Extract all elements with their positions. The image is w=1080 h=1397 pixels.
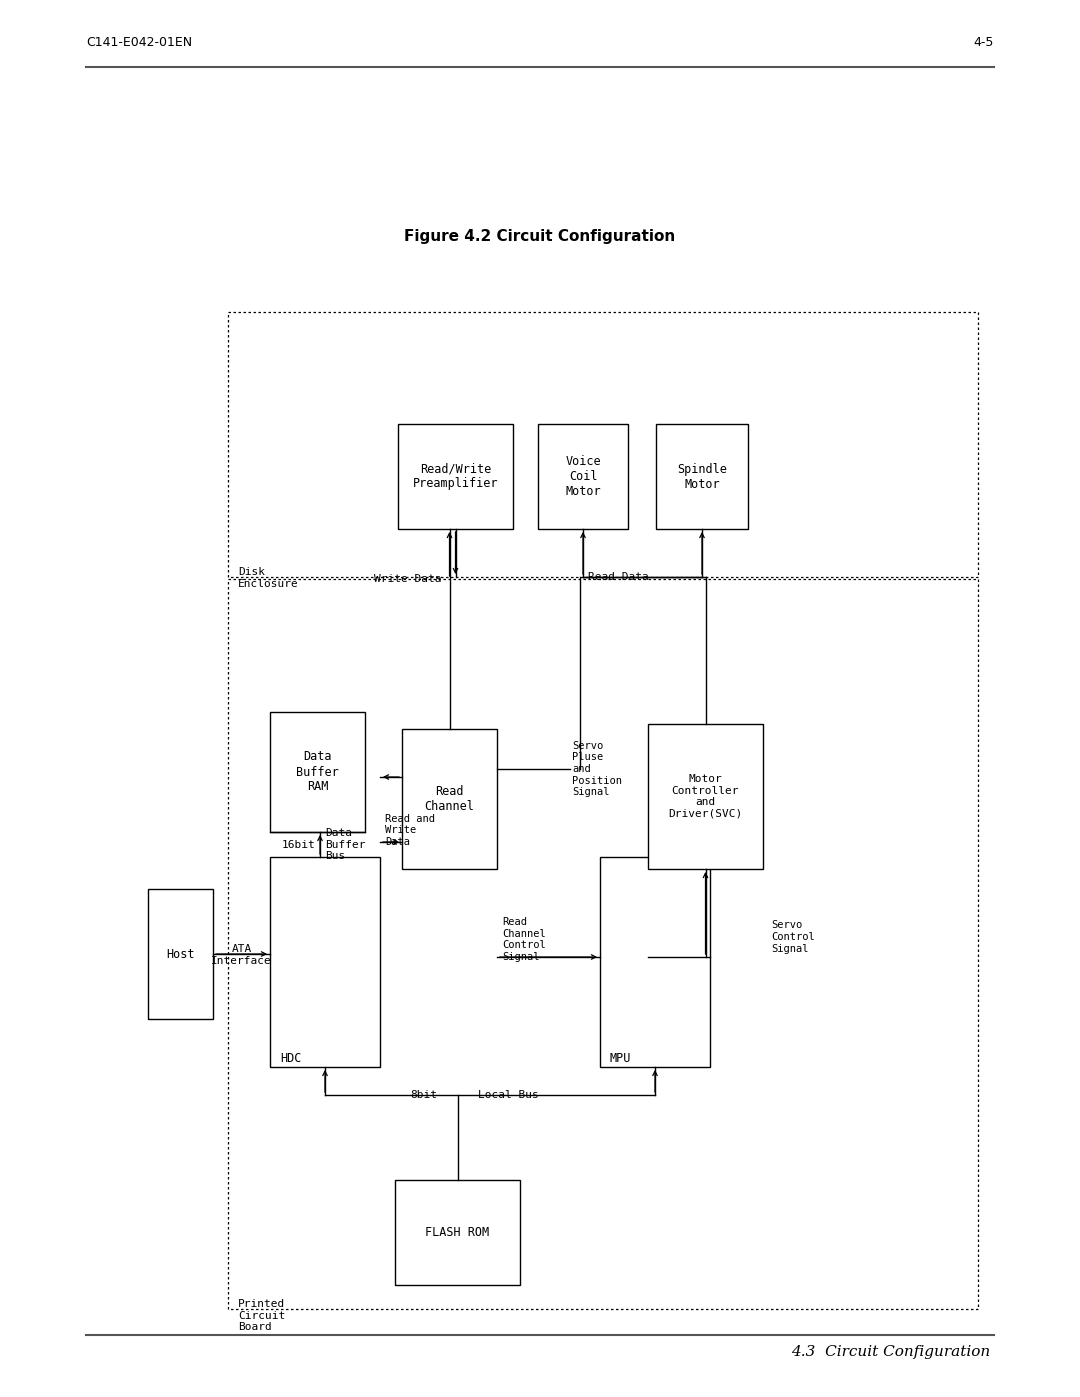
Text: Local Bus: Local Bus (477, 1090, 538, 1099)
Bar (402, 729, 497, 869)
Text: MPU: MPU (610, 1052, 632, 1065)
Text: 8bit: 8bit (410, 1090, 437, 1099)
Text: C141-E042-01EN: C141-E042-01EN (86, 35, 192, 49)
Bar (399, 425, 513, 529)
Text: Printed
Circuit
Board: Printed Circuit Board (238, 1299, 285, 1333)
Text: Disk
Enclosure: Disk Enclosure (238, 567, 299, 588)
Text: Read and
Write
Data: Read and Write Data (384, 814, 435, 847)
Bar (228, 578, 978, 1309)
Text: Read
Channel
Control
Signal: Read Channel Control Signal (502, 918, 545, 963)
Text: Figure 4.2 Circuit Configuration: Figure 4.2 Circuit Configuration (404, 229, 676, 244)
Bar (148, 888, 213, 1018)
Text: Voice
Coil
Motor: Voice Coil Motor (565, 455, 600, 497)
Text: Read/Write
Preamplifier: Read/Write Preamplifier (413, 462, 498, 490)
Bar (656, 425, 748, 529)
Text: Write Data: Write Data (374, 574, 442, 584)
Text: Data
Buffer
Bus: Data Buffer Bus (325, 828, 365, 861)
Text: 16bit: 16bit (281, 840, 315, 849)
Bar (395, 1180, 519, 1285)
Text: ATA
Interface: ATA Interface (211, 944, 272, 965)
Text: FLASH ROM: FLASH ROM (426, 1227, 489, 1239)
Text: Host: Host (166, 947, 194, 961)
Bar (538, 425, 627, 529)
Text: Read
Channel: Read Channel (424, 785, 474, 813)
Text: Read Data: Read Data (588, 571, 649, 583)
Bar (648, 724, 762, 869)
Bar (270, 712, 365, 833)
Bar (600, 856, 710, 1067)
Bar (228, 312, 978, 577)
Text: Motor
Controller
and
Driver(SVC): Motor Controller and Driver(SVC) (669, 774, 743, 819)
Text: 4-5: 4-5 (974, 35, 994, 49)
Text: Data
Buffer
RAM: Data Buffer RAM (296, 750, 339, 793)
Text: HDC: HDC (280, 1052, 301, 1065)
Bar (270, 856, 380, 1067)
Text: 4.3  Circuit Configuration: 4.3 Circuit Configuration (791, 1345, 990, 1359)
Text: Servo
Control
Signal: Servo Control Signal (771, 921, 814, 954)
Text: Spindle
Motor: Spindle Motor (677, 462, 727, 490)
Text: Servo
Pluse
and
Position
Signal: Servo Pluse and Position Signal (572, 740, 622, 798)
